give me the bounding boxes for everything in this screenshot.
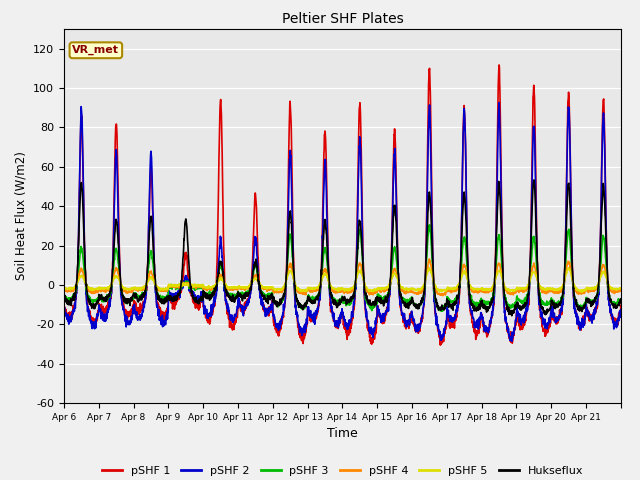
Line: pSHF 1: pSHF 1 — [64, 65, 621, 345]
Hukseflux — [617, 300, 625, 305]
pSHF 3 — [542, 300, 550, 306]
pSHF 4 — [236, 283, 244, 289]
pSHF 4 — [439, 293, 447, 299]
pSHF 1 — [437, 342, 445, 348]
pSHF 5 — [609, 286, 617, 292]
pSHF 2 — [542, 320, 550, 326]
pSHF 4 — [116, 277, 124, 283]
Hukseflux — [530, 177, 538, 183]
pSHF 1 — [511, 327, 518, 333]
pSHF 1 — [60, 299, 68, 304]
Line: pSHF 2: pSHF 2 — [64, 103, 621, 341]
pSHF 3 — [426, 222, 433, 228]
pSHF 2 — [508, 338, 515, 344]
pSHF 4 — [376, 288, 383, 294]
pSHF 2 — [116, 267, 124, 273]
pSHF 2 — [617, 307, 625, 312]
pSHF 2 — [511, 327, 518, 333]
pSHF 4 — [609, 289, 617, 295]
pSHF 3 — [511, 303, 518, 309]
Legend: pSHF 1, pSHF 2, pSHF 3, pSHF 4, pSHF 5, Hukseflux: pSHF 1, pSHF 2, pSHF 3, pSHF 4, pSHF 5, … — [97, 461, 588, 480]
Line: pSHF 3: pSHF 3 — [64, 225, 621, 311]
pSHF 5 — [60, 285, 68, 291]
pSHF 1 — [542, 330, 550, 336]
Line: Hukseflux: Hukseflux — [64, 180, 621, 316]
pSHF 4 — [617, 287, 625, 292]
pSHF 3 — [116, 275, 124, 280]
Hukseflux — [236, 290, 244, 296]
pSHF 1 — [609, 318, 617, 324]
pSHF 5 — [617, 285, 625, 291]
Hukseflux — [116, 268, 124, 274]
Title: Peltier SHF Plates: Peltier SHF Plates — [282, 12, 403, 26]
pSHF 5 — [510, 288, 518, 294]
pSHF 1 — [116, 257, 124, 263]
pSHF 2 — [609, 318, 617, 324]
Hukseflux — [510, 307, 518, 313]
pSHF 4 — [542, 289, 550, 295]
pSHF 2 — [495, 100, 503, 106]
pSHF 5 — [579, 289, 586, 295]
Hukseflux — [376, 299, 383, 304]
pSHF 5 — [116, 278, 124, 284]
pSHF 3 — [376, 295, 383, 301]
pSHF 3 — [617, 296, 625, 302]
pSHF 1 — [376, 313, 383, 319]
pSHF 2 — [236, 303, 244, 309]
pSHF 3 — [60, 294, 68, 300]
Text: VR_met: VR_met — [72, 45, 119, 55]
pSHF 5 — [236, 285, 244, 291]
Line: pSHF 4: pSHF 4 — [64, 259, 621, 296]
pSHF 4 — [426, 256, 433, 262]
Hukseflux — [508, 313, 516, 319]
pSHF 2 — [60, 307, 68, 313]
pSHF 1 — [617, 302, 625, 308]
pSHF 5 — [376, 285, 383, 291]
pSHF 3 — [236, 292, 244, 298]
Hukseflux — [60, 294, 68, 300]
Hukseflux — [609, 301, 617, 307]
pSHF 3 — [609, 301, 617, 307]
pSHF 5 — [564, 265, 572, 271]
pSHF 1 — [236, 299, 244, 304]
pSHF 5 — [541, 286, 549, 292]
X-axis label: Time: Time — [327, 428, 358, 441]
Line: pSHF 5: pSHF 5 — [64, 268, 621, 292]
pSHF 2 — [376, 314, 383, 320]
pSHF 3 — [438, 308, 445, 314]
pSHF 1 — [495, 62, 503, 68]
pSHF 4 — [511, 289, 518, 295]
Hukseflux — [542, 311, 550, 316]
pSHF 4 — [60, 287, 68, 292]
Y-axis label: Soil Heat Flux (W/m2): Soil Heat Flux (W/m2) — [15, 152, 28, 280]
